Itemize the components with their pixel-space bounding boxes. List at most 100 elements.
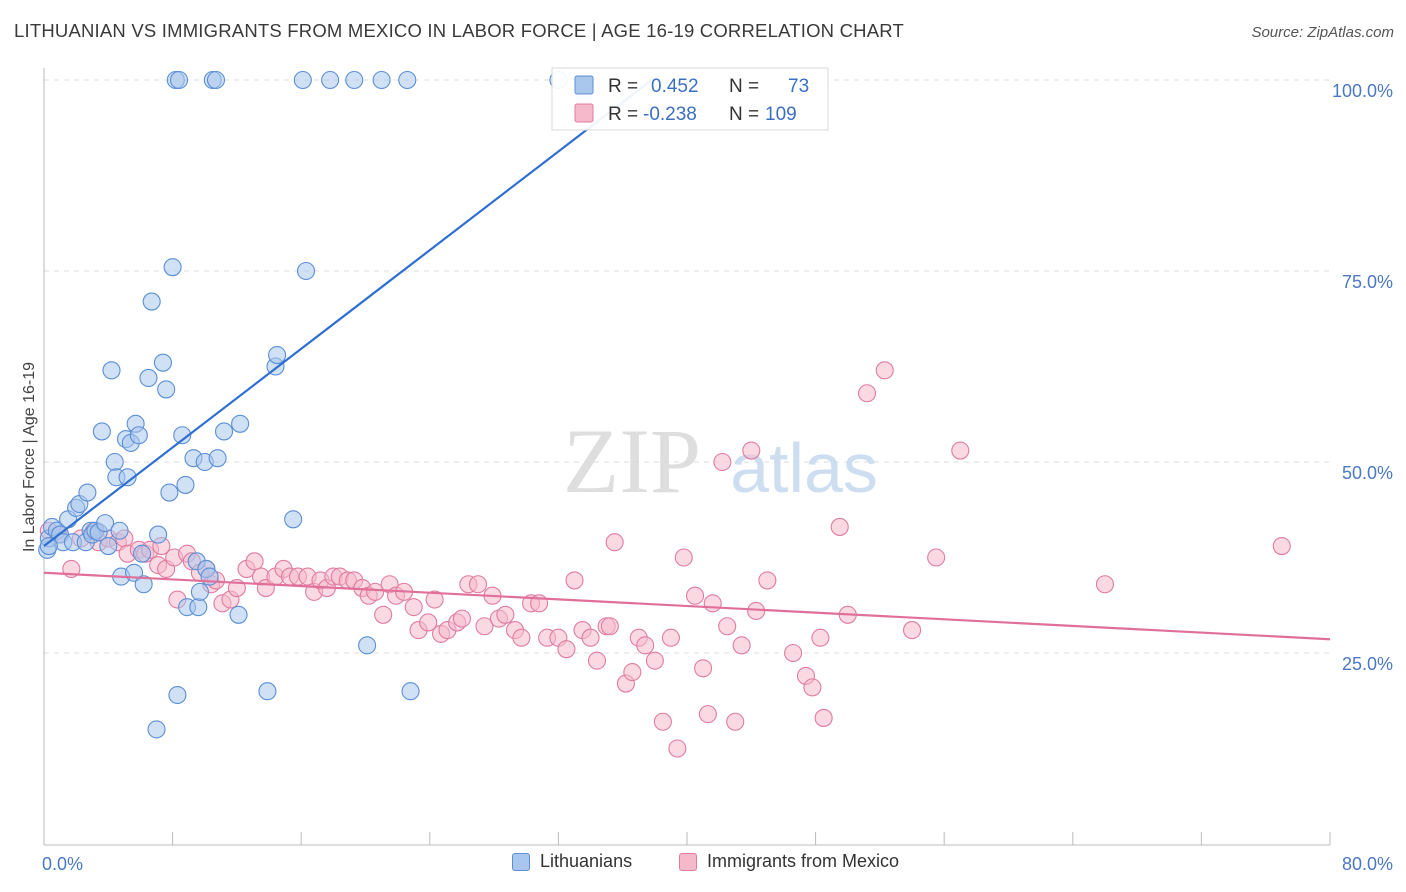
axes: 100.0% 75.0% 50.0% 25.0% 0.0% 80.0% (42, 68, 1393, 874)
lithuanian-point (189, 598, 208, 617)
x-tick-label: 80.0% (1342, 854, 1393, 874)
mexico-point (245, 552, 264, 571)
mexico-point (404, 598, 423, 617)
legend-swatch-immigrants (679, 852, 697, 871)
mexico-point (694, 659, 713, 678)
watermark-atlas: atlas (730, 429, 878, 507)
legend-r-label-2: R = (608, 104, 638, 125)
lithuanian-point (231, 414, 250, 433)
lithuanian-point (345, 70, 364, 90)
lithuanian-point (139, 368, 158, 388)
legend-item-immigrants-from-mexico[interactable]: Immigrants from Mexico (679, 851, 899, 872)
mexico-point (1095, 575, 1114, 594)
mexico-point (565, 571, 584, 590)
lithuanian-point (105, 452, 124, 472)
grid (44, 79, 1330, 654)
mexico-point (623, 663, 642, 682)
lithuanian-point (102, 361, 121, 380)
chart-title: LITHUANIAN VS IMMIGRANTS FROM MEXICO IN … (14, 20, 904, 41)
mexico-point (784, 643, 803, 663)
lithuanian-point (142, 292, 161, 311)
mexico-point (803, 678, 822, 697)
mexico-point (814, 708, 833, 727)
legend: R = 0.452 N = 73 R = -0.238 N = 109 (551, 67, 829, 131)
lithuanian-point (153, 353, 173, 372)
mexico-point (732, 636, 751, 655)
legend-n-label-1: N = (729, 76, 759, 97)
lithuanian-point (147, 720, 166, 739)
mexico-point (685, 586, 705, 605)
mexico-point (703, 594, 722, 613)
mexico-point (902, 621, 922, 640)
mexico-point (468, 575, 488, 594)
lithuanian-point (168, 685, 187, 705)
lithuanian-point (78, 483, 97, 502)
lithuanian-point (134, 575, 153, 594)
trend-line-lithuanians (43, 79, 653, 547)
y-tick-label: 75.0% (1342, 272, 1393, 292)
source-label: Source: ZipAtlas.com (1251, 24, 1394, 41)
legend-n-value-1: 73 (788, 76, 809, 97)
lithuanian-point (92, 422, 111, 441)
lithuanian-point (358, 636, 377, 655)
mexico-point (366, 582, 385, 601)
legend-r-label-1: R = (608, 76, 638, 97)
mexico-point (587, 651, 607, 670)
lithuanian-point (110, 521, 129, 540)
watermark-zip: ZIP (563, 410, 701, 512)
lithuanian-point (149, 525, 168, 544)
y-tick-label: 25.0% (1342, 654, 1393, 674)
mexico-point (758, 571, 777, 590)
mexico-point (374, 605, 393, 624)
lithuanian-point (39, 536, 58, 556)
mexico-point (600, 617, 619, 636)
mexico-point (668, 739, 687, 758)
legend-n-label-2: N = (729, 104, 759, 125)
mexico-point (653, 712, 672, 731)
y-tick-label: 100.0% (1332, 81, 1393, 101)
lithuanian-point (129, 426, 148, 445)
lithuanian-point (99, 536, 118, 556)
mexico-point (605, 533, 624, 552)
lithuanian-point (176, 475, 195, 494)
mexico-point (496, 605, 515, 624)
mexico-point (636, 636, 655, 655)
mexico-point (927, 548, 946, 567)
legend-n-value-2: 109 (765, 104, 797, 125)
lithuanian-point (229, 605, 248, 624)
legend-item-lithuanians[interactable]: Lithuanians (512, 851, 632, 872)
x-tick-label: 0.0% (42, 854, 83, 874)
mexico-point (951, 441, 970, 460)
lithuanian-point (163, 258, 182, 277)
lithuanian-point (190, 582, 209, 601)
mexico-point (581, 628, 600, 647)
lithuanian-point (133, 544, 152, 563)
trend-line-immigrants (43, 571, 1331, 641)
legend-swatch-pink (574, 103, 594, 123)
legend-label-immigrants-from-mexico: Immigrants from Mexico (707, 851, 900, 871)
mexico-point (475, 617, 494, 636)
mexico-point (726, 712, 745, 731)
lithuanian-point (96, 514, 115, 533)
lithuanian-point (208, 449, 227, 468)
lithuanian-point (169, 70, 189, 90)
lithuanian-point (258, 682, 277, 701)
mexico-point (742, 441, 761, 460)
legend-swatch-blue (574, 75, 594, 95)
mexico-point (811, 628, 830, 647)
legend-swatch-lithuanians (512, 852, 530, 871)
lithuanian-point (296, 261, 316, 281)
legend-r-value-2: -0.238 (643, 104, 697, 125)
lithuanian-point (160, 483, 179, 502)
mexico-point (419, 613, 438, 632)
mexico-point (875, 361, 894, 380)
mexico-point (713, 452, 732, 472)
data-points (38, 70, 1291, 758)
lithuanian-point (321, 70, 340, 90)
mexico-point (1272, 536, 1291, 556)
watermark: ZIP atlas (563, 410, 878, 512)
mexico-point (857, 384, 877, 403)
lithuanian-point (173, 426, 192, 445)
mexico-point (674, 548, 693, 567)
